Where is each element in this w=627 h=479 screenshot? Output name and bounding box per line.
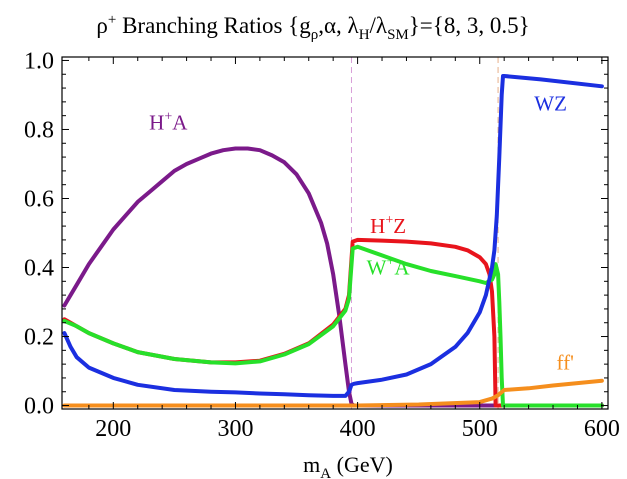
x-tick-label: 500: [462, 416, 498, 442]
series-label-sup: +: [164, 109, 172, 124]
series-label-main: ff': [557, 350, 574, 374]
x-tick-label: 200: [95, 416, 131, 442]
series-line-5: [62, 378, 604, 408]
x-axis-title-sub: A: [320, 466, 331, 479]
x-tick-label: 600: [584, 416, 620, 442]
series-label-main: H: [149, 110, 164, 134]
title-slash: /λ: [370, 13, 388, 38]
x-axis-title-m: m: [303, 452, 320, 477]
y-tick-label: 0.4: [24, 256, 54, 282]
series-label-3: W+A: [367, 254, 411, 279]
ticks-group: 200 300 400 500 600 0.0 0.2 0.4 0.6 0.8 1.0: [24, 48, 620, 442]
x-axis-title: mA (GeV): [303, 452, 393, 479]
plot-frame: [61, 56, 609, 410]
title-rho: ρ: [96, 13, 107, 38]
y-tick-label: 0.6: [24, 186, 54, 212]
chart-title: ρ+ Branching Ratios {gρ,α, λH/λSM}={8, 3…: [96, 12, 529, 43]
title-mid: ,α, λ: [318, 13, 359, 38]
y-tick-label: 1.0: [24, 48, 54, 74]
y-tick-label: 0.0: [24, 394, 54, 420]
series-group: [62, 74, 604, 408]
title-end: }={8, 3, 0.5}: [409, 13, 530, 38]
title-text: Branching Ratios {g: [116, 13, 311, 38]
series-label-4: WZ: [534, 91, 567, 115]
series-label-rest: A: [172, 110, 188, 134]
threshold-lines: [350, 57, 499, 409]
series-label-main: WZ: [534, 91, 567, 115]
x-axis-title-rest: (GeV): [331, 452, 393, 477]
title-h-sub: H: [359, 27, 370, 43]
series-label-sup: +: [385, 213, 393, 228]
series-label-main: W: [367, 255, 387, 279]
series-line-3: [62, 244, 604, 408]
series-label-1: H+A: [149, 109, 188, 134]
y-tick-label: 0.2: [24, 325, 54, 351]
series-label-main: H: [370, 214, 385, 238]
title-g-sub: ρ: [311, 27, 319, 43]
series-label-5: ff': [557, 350, 574, 374]
title-sm-sub: SM: [387, 27, 409, 43]
x-tick-label: 300: [217, 416, 253, 442]
series-label-2: H+Z: [370, 213, 406, 238]
title-rho-sup: +: [108, 12, 116, 28]
series-label-rest: A: [394, 255, 410, 279]
x-tick-label: 400: [340, 416, 376, 442]
series-line-4: [62, 74, 604, 398]
series-line-1: [62, 146, 604, 408]
series-label-sup: +: [387, 254, 395, 269]
y-tick-label: 0.8: [24, 117, 54, 143]
series-label-rest: Z: [393, 214, 406, 238]
